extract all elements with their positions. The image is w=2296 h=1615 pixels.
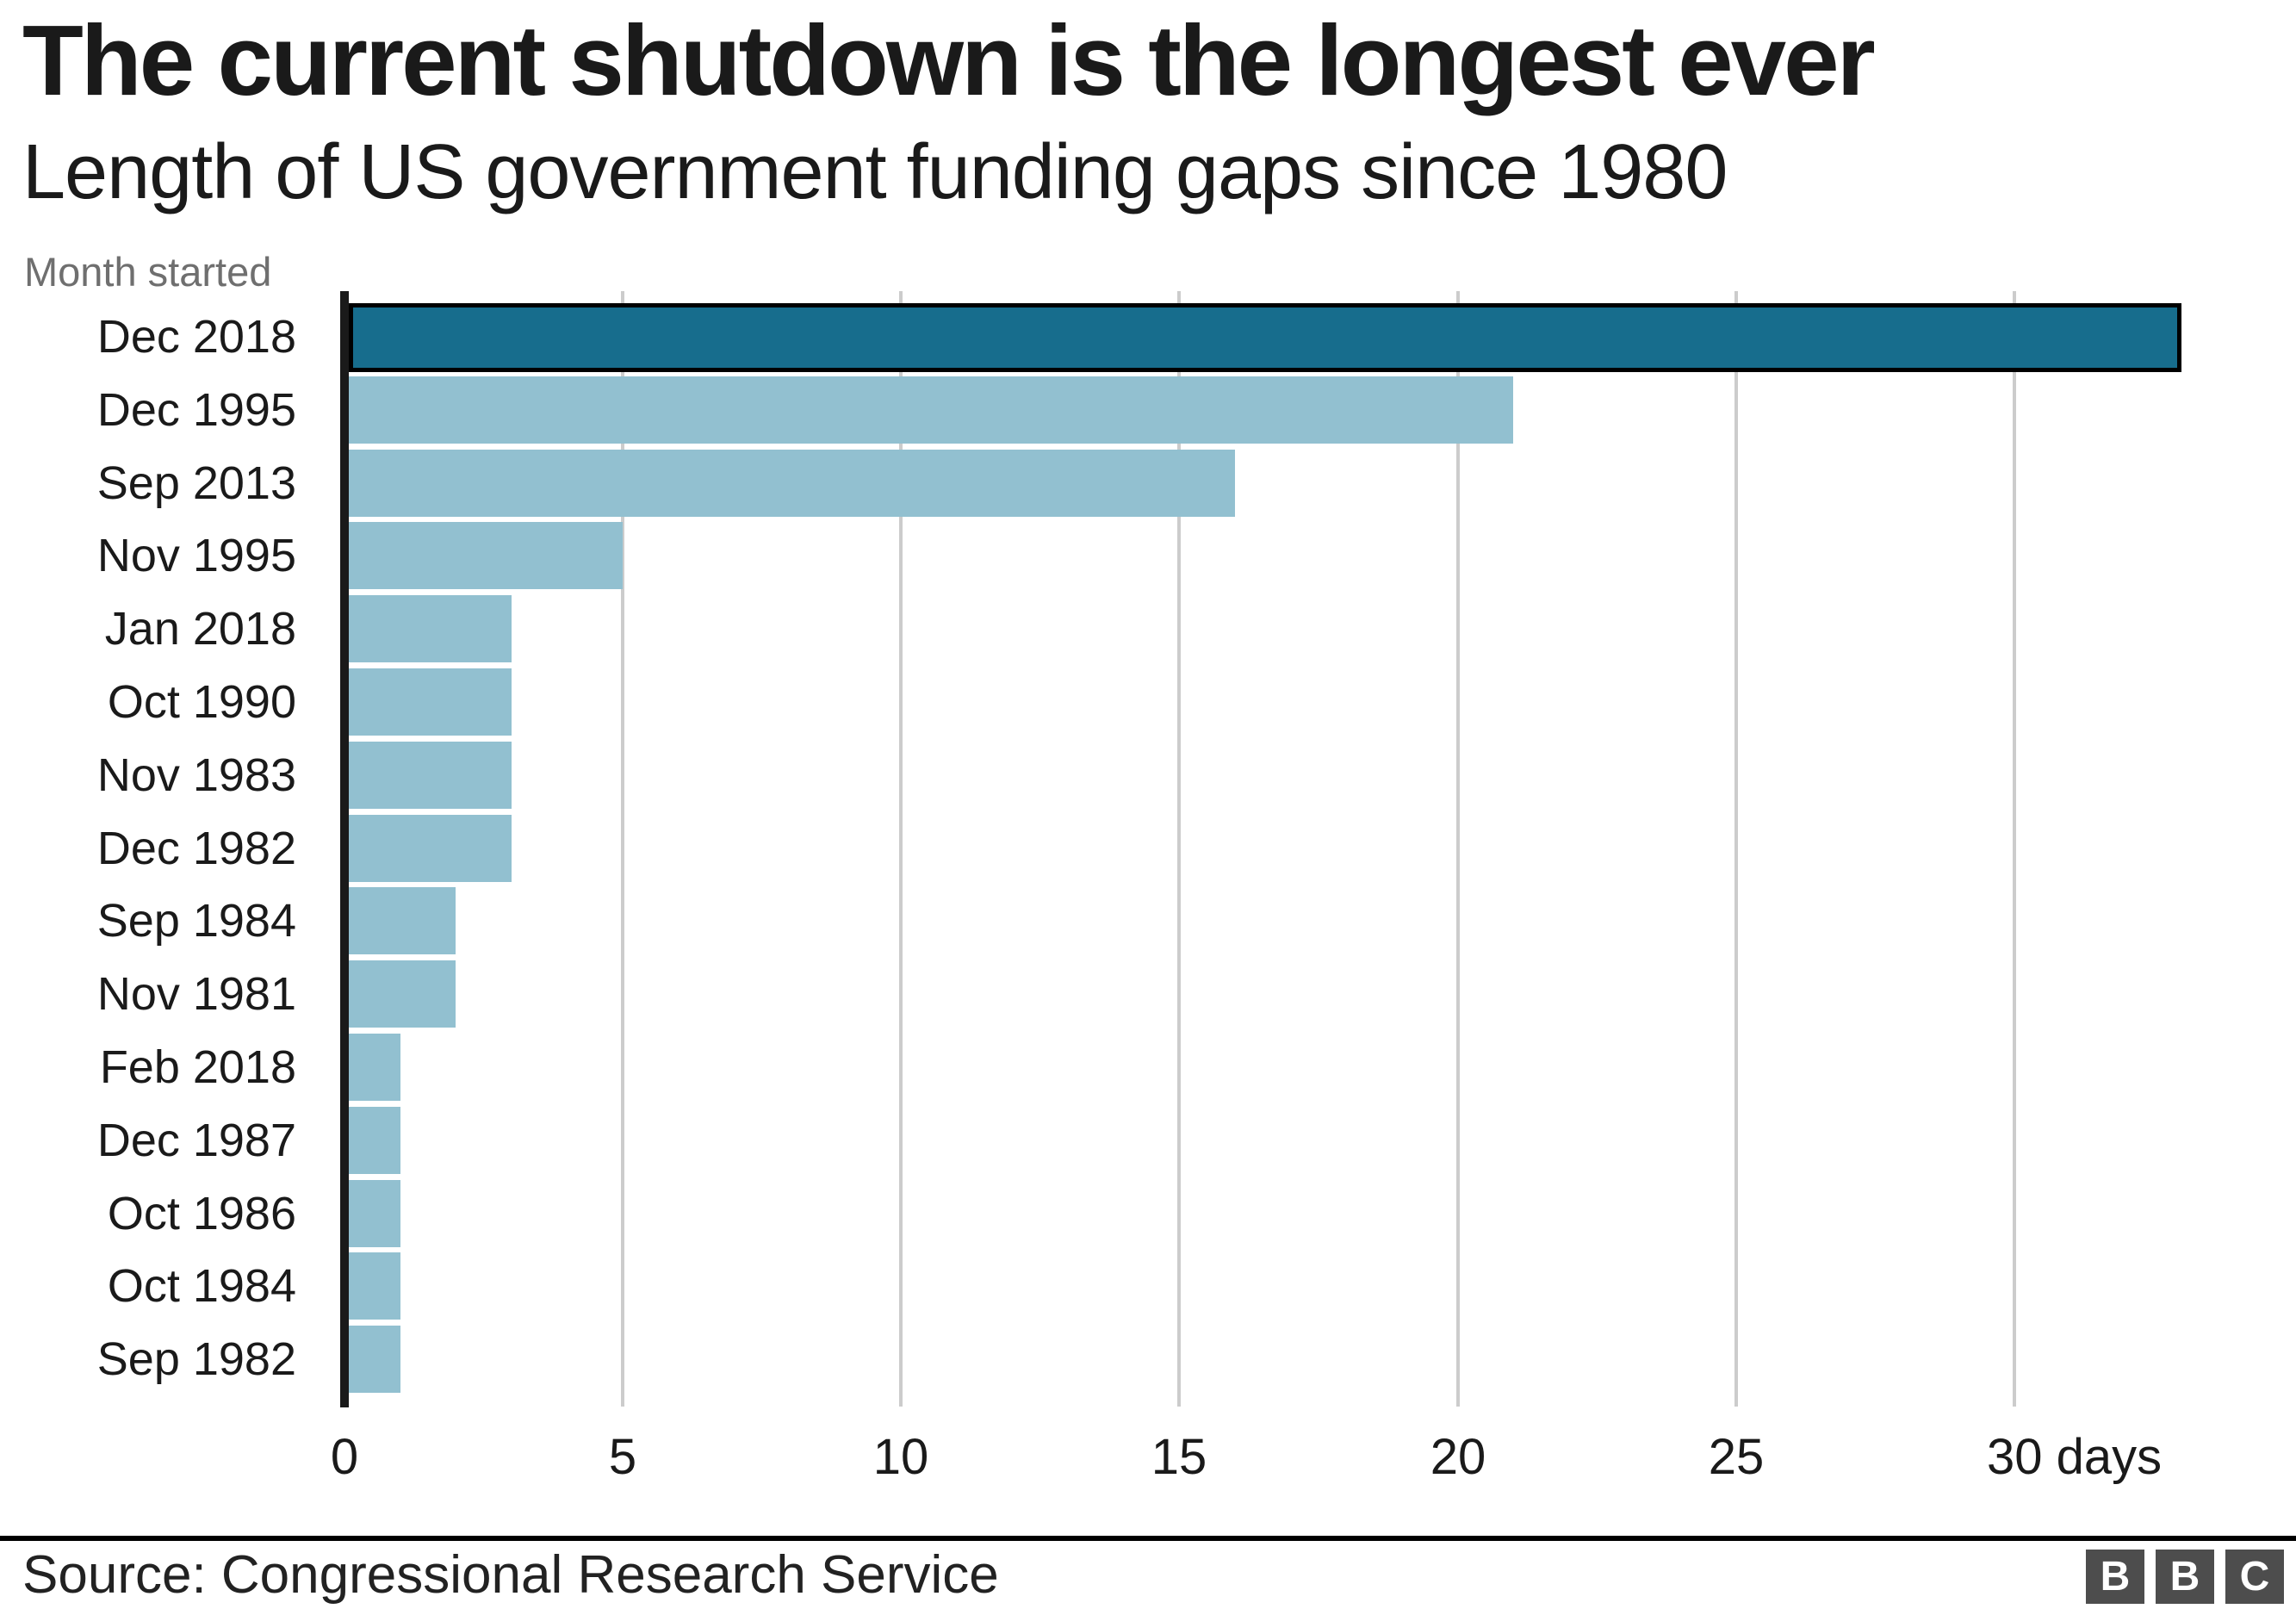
bar-oct-1986: [349, 1180, 400, 1247]
x-tick-label-15: 15: [1151, 1429, 1207, 1485]
gridline-20: [1456, 291, 1460, 1407]
gridline-30: [2013, 291, 2016, 1407]
logo-letter: B: [2100, 1553, 2131, 1599]
y-axis-label: Sep 1982: [96, 1333, 296, 1385]
bar-sep-1984: [349, 887, 456, 954]
y-axis-unit-note: Month started: [24, 249, 272, 295]
x-tick-label-25: 25: [1708, 1429, 1765, 1485]
x-tick-label-5: 5: [608, 1429, 637, 1485]
source-text: Source: Congressional Research Service: [22, 1545, 999, 1605]
y-axis-label: Oct 1986: [107, 1188, 296, 1239]
logo-letter: C: [2239, 1553, 2270, 1599]
y-axis-label: Sep 1984: [96, 895, 296, 947]
y-axis-line: [340, 291, 349, 1407]
x-tick-label-0: 0: [330, 1429, 359, 1485]
y-axis-label: Nov 1983: [96, 749, 296, 801]
y-axis-label: Dec 1995: [96, 384, 296, 436]
x-tick-label-10: 10: [872, 1429, 929, 1485]
bar-dec-1995: [349, 376, 1513, 444]
y-axis-label: Sep 2013: [96, 457, 296, 509]
bar-nov-1983: [349, 742, 512, 809]
y-axis-label: Oct 1984: [107, 1260, 296, 1312]
x-tick-label-20: 20: [1430, 1429, 1486, 1485]
logo-letter: B: [2169, 1553, 2200, 1599]
y-axis-label: Dec 2018: [96, 311, 296, 363]
bar-dec-2018: [349, 303, 2181, 372]
y-axis-label: Jan 2018: [104, 603, 296, 655]
bar-dec-1982: [349, 815, 512, 882]
logo-square: B: [2156, 1550, 2214, 1604]
logo-square: B: [2086, 1550, 2144, 1604]
x-tick-label-30: 30 days: [1987, 1429, 2163, 1485]
y-axis-label: Nov 1995: [96, 530, 296, 581]
y-axis-label: Oct 1990: [107, 676, 296, 728]
bar-nov-1981: [349, 960, 456, 1028]
bar-dec-1987: [349, 1107, 400, 1174]
chart-subtitle: Length of US government funding gaps sin…: [22, 129, 1728, 215]
bar-jan-2018: [349, 595, 512, 662]
y-axis-label: Feb 2018: [99, 1041, 296, 1093]
bar-sep-2013: [349, 450, 1235, 517]
y-axis-label: Dec 1987: [96, 1115, 296, 1166]
gridline-5: [621, 291, 624, 1407]
bar-nov-1995: [349, 522, 623, 589]
gridline-15: [1177, 291, 1181, 1407]
logo-square: C: [2225, 1550, 2284, 1604]
footer-separator-line: [0, 1536, 2296, 1541]
bar-sep-1982: [349, 1326, 400, 1393]
gridline-10: [899, 291, 903, 1407]
bar-oct-1984: [349, 1252, 400, 1320]
bar-oct-1990: [349, 668, 512, 736]
bar-feb-2018: [349, 1034, 400, 1101]
gridline-25: [1734, 291, 1738, 1407]
y-axis-label: Dec 1982: [96, 823, 296, 874]
y-axis-label: Nov 1981: [96, 968, 296, 1020]
chart-title: The current shutdown is the longest ever: [22, 4, 1876, 116]
